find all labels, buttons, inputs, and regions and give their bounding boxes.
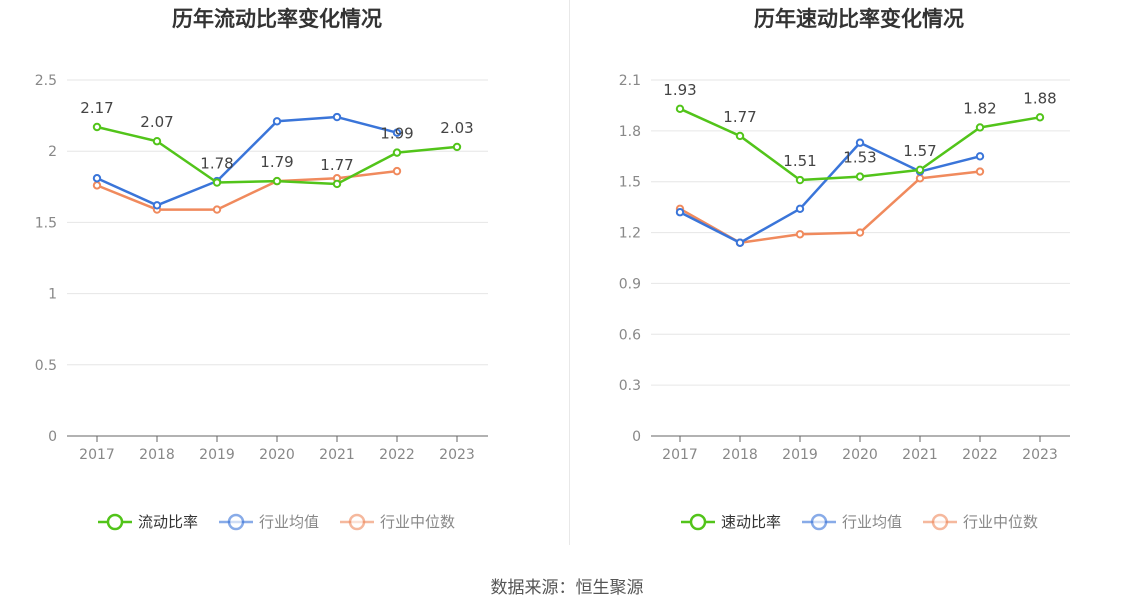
chart-0-title: 历年流动比率变化情况	[172, 7, 382, 31]
chart-0-y-tick-label: 1.5	[35, 215, 57, 231]
chart-1-legend-label: 行业中位数	[963, 513, 1038, 531]
chart-1-legend-swatch-marker	[810, 513, 828, 531]
chart-1-series-point-2	[915, 174, 925, 183]
chart-0-legend-swatch-marker	[227, 513, 245, 531]
chart-1-series-point-1	[675, 208, 685, 217]
chart-1-x-tick-label: 2023	[1022, 447, 1058, 463]
chart-1-y-tick-label: 1.5	[619, 175, 641, 191]
chart-0-data-label: 2.07	[140, 113, 173, 131]
chart-1-series-point-0	[915, 165, 925, 175]
chart-0-y-tick-label: 2	[48, 144, 57, 160]
chart-0-series-line-2	[96, 169, 398, 211]
chart-1-series-line-2	[679, 170, 981, 244]
chart-0-data-label: 1.79	[260, 153, 293, 171]
chart-0-series-point-0	[92, 122, 102, 132]
chart-0-x-tick-label: 2020	[259, 447, 295, 463]
chart-1-legend-label: 速动比率	[721, 513, 781, 531]
chart-1-x-tick-label: 2022	[962, 447, 998, 463]
chart-0-x-tick-label: 2021	[319, 447, 355, 463]
chart-0-y-tick-label: 0	[48, 429, 57, 445]
quick-ratio-chart: 历年速动比率变化情况 0 0.3 0.6 0.9 1.2 1.5 1.8 2.1 2017 2018…	[619, 7, 1070, 531]
chart-1-data-label: 1.82	[963, 99, 996, 117]
chart-1-data-label: 1.51	[783, 152, 816, 170]
chart-1-data-label: 1.88	[1023, 89, 1056, 107]
chart-1-series-point-2	[975, 167, 985, 176]
chart-0-data-label: 2.17	[80, 99, 113, 117]
chart-0-series-point-0	[332, 179, 342, 189]
current-ratio-chart: 历年流动比率变化情况 0 0.5 1 1.5 2 2.5 2017 2018 2019 2020 20…	[35, 7, 488, 531]
chart-1-data-label: 1.93	[663, 81, 696, 99]
chart-1-series-point-0	[675, 104, 685, 114]
chart-0-series-point-2	[392, 166, 402, 176]
chart-0-series-point-0	[272, 176, 282, 186]
chart-1-data-label: 1.77	[723, 108, 756, 126]
chart-1-series-point-0	[1035, 113, 1045, 122]
chart-1-data-label: 1.53	[843, 149, 876, 167]
chart-0-series-point-0	[212, 178, 222, 187]
chart-1-series-point-1	[855, 138, 865, 147]
chart-0-x-tick-label: 2023	[439, 447, 475, 463]
chart-0-series-point-0	[392, 148, 402, 157]
chart-1-y-tick-label: 0.3	[619, 378, 641, 394]
chart-divider	[569, 0, 570, 545]
chart-1-x-tick-label: 2017	[662, 447, 698, 463]
chart-0-series-point-1	[332, 112, 342, 122]
chart-0-series-point-1	[392, 128, 402, 137]
chart-1-y-tick-label: 0.6	[619, 327, 641, 343]
chart-0-data-label: 2.03	[440, 119, 473, 137]
chart-0-data-label: 1.99	[380, 125, 413, 143]
chart-1-x-tick-label: 2021	[902, 447, 938, 463]
chart-0-legend-label: 行业中位数	[380, 513, 455, 531]
chart-0-x-tick-label: 2022	[379, 447, 415, 463]
chart-1-series-point-0	[975, 123, 985, 132]
chart-0-x-tick-label: 2018	[139, 447, 175, 463]
chart-0-series-point-0	[152, 137, 162, 146]
data-source-note: 数据来源：恒生聚源	[490, 578, 644, 598]
chart-0-data-label: 1.77	[320, 156, 353, 174]
chart-1-series-point-2	[855, 228, 865, 237]
chart-0-y-tick-label: 2.5	[35, 73, 57, 89]
chart-0-legend-swatch-marker	[106, 513, 124, 531]
chart-0-series-point-0	[452, 142, 462, 152]
chart-1-y-tick-label: 0	[632, 429, 641, 445]
chart-1-series-point-1	[795, 204, 805, 214]
chart-0-series-point-2	[212, 205, 222, 214]
chart-0-legend-swatch-marker	[348, 513, 366, 531]
chart-1-series-point-0	[795, 175, 805, 185]
chart-0-x-tick-label: 2017	[79, 447, 115, 463]
chart-0-legend-label: 行业均值	[259, 513, 319, 531]
chart-0-y-tick-label: 0.5	[35, 358, 57, 374]
chart-1-legend-label: 行业均值	[842, 513, 902, 531]
chart-1-y-tick-label: 1.8	[619, 124, 641, 140]
chart-1-x-tick-label: 2019	[782, 447, 818, 463]
chart-1-y-tick-label: 1.2	[619, 226, 641, 242]
chart-1-legend-swatch-marker	[689, 513, 707, 531]
chart-1-series-point-2	[795, 230, 805, 239]
chart-0-legend-label: 流动比率	[138, 513, 198, 531]
chart-1-series-point-0	[855, 172, 865, 181]
chart-1-series-line-1	[679, 141, 981, 244]
chart-1-y-tick-label: 2.1	[619, 73, 641, 89]
chart-1-y-tick-label: 0.9	[619, 276, 641, 292]
chart-1-title: 历年速动比率变化情况	[754, 7, 964, 31]
chart-0-series-point-2	[92, 181, 102, 190]
chart-0-data-label: 1.78	[200, 155, 233, 173]
chart-1-series-point-0	[735, 131, 745, 141]
chart-0-x-tick-label: 2019	[199, 447, 235, 463]
chart-1-x-tick-label: 2018	[722, 447, 758, 463]
chart-1-series-point-1	[735, 238, 745, 247]
chart-1-x-tick-label: 2020	[842, 447, 878, 463]
chart-0-series-point-1	[152, 201, 162, 210]
chart-0-series-line-1	[96, 115, 398, 207]
chart-1-series-point-1	[975, 152, 985, 161]
chart-0-series-point-1	[272, 117, 282, 126]
chart-1-legend-swatch-marker	[931, 513, 949, 531]
chart-1-data-label: 1.57	[903, 142, 936, 160]
chart-0-y-tick-label: 1	[48, 287, 57, 303]
chart-0-series-point-1	[92, 174, 102, 183]
